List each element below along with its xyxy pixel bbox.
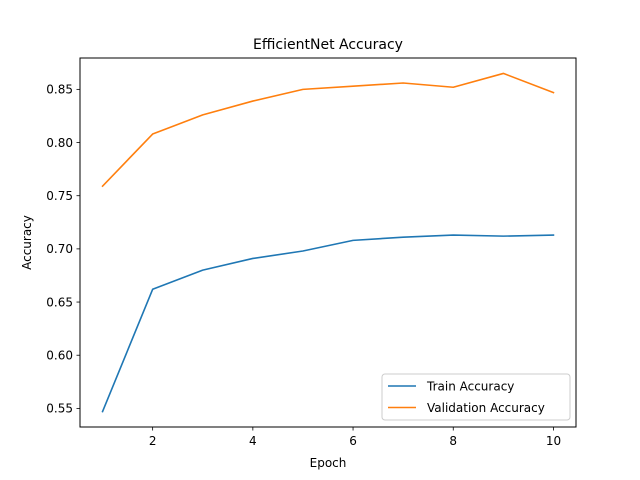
y-tick-label: 0.65 xyxy=(46,295,73,309)
plot-area xyxy=(80,58,576,427)
y-axis-label: Accuracy xyxy=(20,215,34,270)
series-layer xyxy=(101,72,555,413)
y-tick-label: 0.60 xyxy=(46,349,73,363)
legend-box xyxy=(381,373,571,421)
x-tick-label: 2 xyxy=(149,434,157,448)
x-axis-label: Epoch xyxy=(310,456,347,470)
x-tick-label: 10 xyxy=(546,434,561,448)
plot-frame xyxy=(79,57,577,428)
x-tick-label: 6 xyxy=(349,434,357,448)
series-line-1 xyxy=(101,72,555,188)
legend-label: Validation Accuracy xyxy=(427,401,545,415)
y-tick-label: 0.80 xyxy=(46,136,73,150)
y-tick-label: 0.75 xyxy=(46,189,73,203)
legend: Train Accuracy Validation Accuracy xyxy=(381,373,571,421)
chart-title: EfficientNet Accuracy xyxy=(253,37,403,53)
y-tick-label: 0.70 xyxy=(46,242,73,256)
y-tick-label: 0.55 xyxy=(46,402,73,416)
series-line-0 xyxy=(101,234,555,413)
x-tick-label: 8 xyxy=(449,434,457,448)
x-axis-ticks: 2 4 6 8 10 xyxy=(149,427,561,448)
legend-label: Train Accuracy xyxy=(426,379,514,393)
x-tick-label: 4 xyxy=(249,434,257,448)
y-axis-ticks: 0.55 0.60 0.65 0.70 0.75 0.80 0.85 xyxy=(46,83,80,416)
y-tick-label: 0.85 xyxy=(46,83,73,97)
